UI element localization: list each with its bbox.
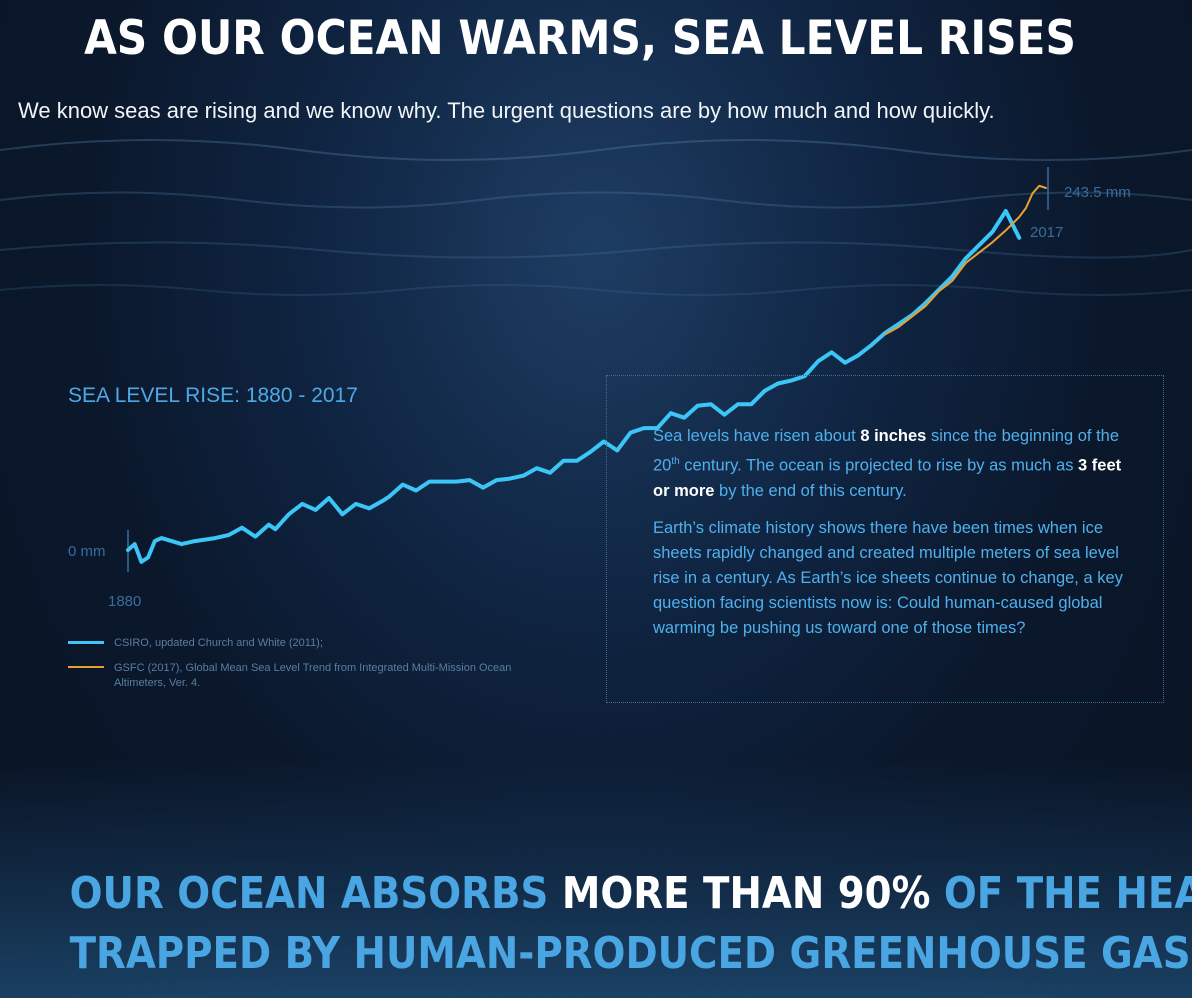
legend-item-csiro: CSIRO, updated Church and White (2011); [68,636,554,651]
info-box: Sea levels have risen about 8 inches sin… [606,375,1164,703]
series-layer [126,184,1047,564]
y-end-label: 243.5 mm [1064,184,1131,201]
info-paragraph-1: Sea levels have risen about 8 inches sin… [653,427,1122,500]
x-start-label: 1880 [108,593,141,610]
info-paragraph-2: Earth’s climate history shows there have… [653,518,1123,637]
main-title: AS OUR OCEAN WARMS, SEA LEVEL RISES [84,11,1076,66]
x-end-label: 2017 [1030,224,1063,241]
footer-line-2: TRAPPED BY HUMAN-PRODUCED GREENHOUSE GAS… [69,928,1192,979]
legend-swatch-gsfc [68,666,104,668]
legend-label-gsfc: GSFC (2017), Global Mean Sea Level Trend… [114,662,512,689]
footer-highlight: MORE THAN 90% [561,868,931,919]
highlight-3-feet: 3 feet or more [653,456,1122,500]
background-glow [0,760,1192,998]
water-ripples [0,139,1192,296]
series-line-gsfc [884,184,1047,336]
subtitle: We know seas are rising and we know why.… [18,98,995,123]
footer-line-1: OUR OCEAN ABSORBS MORE THAN 90% OF THE H… [69,868,1192,919]
legend-swatch-csiro [68,641,104,644]
y-start-label: 0 mm [68,543,106,560]
series-line-csiro [126,209,1022,564]
sea-level-chart: 0 mm 1880 243.5 mm 2017 [68,167,1131,610]
legend-item-gsfc: GSFC (2017), Global Mean Sea Level Trend… [68,661,554,691]
chart-title: SEA LEVEL RISE: 1880 - 2017 [68,384,358,407]
highlight-8-inches: 8 inches [860,427,927,445]
chart-legend: CSIRO, updated Church and White (2011); … [68,636,554,701]
legend-label-csiro: CSIRO, updated Church and White (2011); [114,637,323,649]
